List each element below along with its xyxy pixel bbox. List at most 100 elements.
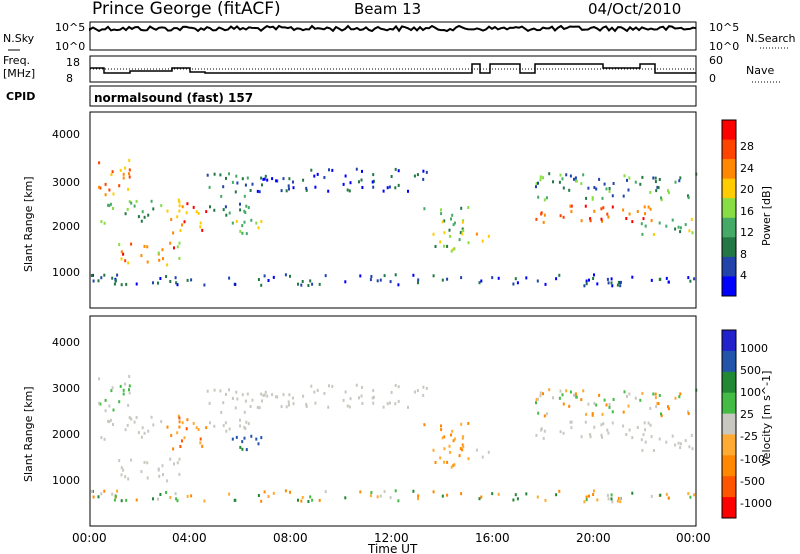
power-cell bbox=[143, 215, 146, 219]
velocity-colorbar-label: Velocity [m s^-1] bbox=[760, 371, 773, 466]
power-cell bbox=[179, 229, 182, 232]
power-cell bbox=[370, 275, 373, 278]
power-cell bbox=[376, 279, 379, 283]
velocity-cell bbox=[266, 394, 269, 398]
power-cell bbox=[361, 186, 364, 189]
velocity-cell bbox=[263, 393, 266, 397]
colorbar-swatch bbox=[722, 159, 736, 180]
power-cell bbox=[126, 207, 129, 211]
power-cell bbox=[539, 175, 542, 179]
velocity-cell bbox=[543, 414, 546, 418]
power-cell bbox=[478, 281, 481, 285]
power-cell bbox=[665, 224, 668, 228]
velocity-cell bbox=[582, 389, 585, 393]
velocity-cell bbox=[370, 491, 373, 494]
power-cell bbox=[491, 276, 494, 280]
velocity-cell bbox=[654, 396, 657, 400]
power-cell bbox=[181, 205, 184, 209]
power-cell bbox=[358, 180, 360, 184]
power-cell bbox=[241, 177, 244, 181]
power-cell bbox=[301, 280, 304, 283]
power-cell bbox=[440, 208, 442, 212]
power-cell bbox=[650, 278, 653, 282]
velocity-cell bbox=[369, 494, 372, 498]
power-cell bbox=[603, 182, 606, 186]
vel-ytick-3000: 3000 bbox=[52, 382, 80, 395]
power-cell bbox=[667, 280, 670, 284]
power-cell bbox=[119, 168, 122, 172]
velocity-cell bbox=[176, 499, 179, 503]
velocity-cell bbox=[397, 399, 400, 403]
power-cell bbox=[561, 177, 564, 181]
power-cell bbox=[128, 172, 130, 176]
velocity-cell bbox=[258, 406, 261, 410]
velocity-cell bbox=[407, 405, 409, 409]
power-cell bbox=[251, 182, 254, 186]
velocity-cell bbox=[422, 385, 425, 389]
velocity-cell bbox=[535, 433, 538, 437]
cpid-label: CPID bbox=[6, 90, 35, 103]
velocity-cell bbox=[394, 402, 397, 406]
velocity-cell bbox=[397, 499, 400, 503]
power-cell bbox=[222, 208, 225, 212]
velocity-cell bbox=[297, 498, 299, 502]
power-cell bbox=[292, 180, 294, 184]
power-cell bbox=[152, 281, 154, 285]
noise-left-label: N.Sky bbox=[3, 32, 35, 45]
velocity-cell bbox=[318, 498, 321, 502]
velocity-cell bbox=[641, 448, 644, 452]
velocity-cell bbox=[376, 495, 379, 499]
velocity-cell bbox=[481, 455, 484, 459]
velocity-cell bbox=[591, 412, 594, 416]
velocity-cell bbox=[671, 434, 674, 438]
velocity-colorbar-label-main: Velocity [m s^-1] bbox=[760, 371, 773, 466]
power-cell bbox=[584, 204, 587, 208]
velocity-cell bbox=[394, 489, 397, 493]
power-cell bbox=[459, 231, 462, 235]
velocity-cell bbox=[452, 463, 455, 467]
power-cell bbox=[397, 183, 400, 187]
velocity-cell bbox=[311, 498, 314, 502]
power-cb-tick-16: 16 bbox=[740, 205, 754, 218]
power-cell bbox=[130, 201, 133, 205]
power-cell bbox=[98, 161, 101, 165]
power-cell bbox=[450, 217, 452, 221]
velocity-cell bbox=[460, 492, 463, 496]
power-cell bbox=[186, 278, 189, 282]
velocity-cell bbox=[658, 394, 661, 397]
velocity-cell bbox=[684, 439, 687, 443]
power-cell bbox=[536, 279, 539, 283]
velocity-cell bbox=[539, 394, 542, 398]
velocity-cell bbox=[372, 389, 375, 393]
power-cell bbox=[592, 277, 595, 280]
power-cell bbox=[674, 180, 677, 184]
power-cell bbox=[552, 180, 554, 184]
velocity-cell bbox=[628, 392, 631, 396]
power-cell bbox=[443, 219, 446, 223]
velocity-cell bbox=[241, 393, 244, 397]
power-cell bbox=[684, 223, 687, 227]
power-cell bbox=[647, 205, 650, 209]
power-cell bbox=[213, 172, 216, 176]
power-cell bbox=[205, 210, 208, 214]
power-cell bbox=[342, 182, 345, 186]
power-cell bbox=[257, 278, 260, 281]
velocity-cell bbox=[587, 402, 590, 406]
velocity-cell bbox=[478, 497, 481, 501]
power-cell bbox=[475, 232, 478, 236]
power-cell bbox=[480, 279, 483, 283]
power-cell bbox=[361, 169, 363, 173]
power-cell bbox=[416, 173, 419, 177]
power-cell bbox=[570, 210, 573, 214]
power-cell bbox=[588, 278, 590, 282]
power-cell bbox=[687, 196, 690, 200]
power-cell bbox=[169, 280, 172, 283]
noise-left-tick-bottom: 10^0 bbox=[55, 40, 85, 53]
power-cell bbox=[461, 220, 464, 224]
power-cell bbox=[173, 246, 175, 250]
velocity-cell bbox=[449, 450, 452, 454]
velocity-cell bbox=[628, 428, 631, 432]
power-cell bbox=[679, 226, 682, 230]
power-cell bbox=[649, 190, 652, 194]
velocity-cell bbox=[585, 412, 588, 416]
